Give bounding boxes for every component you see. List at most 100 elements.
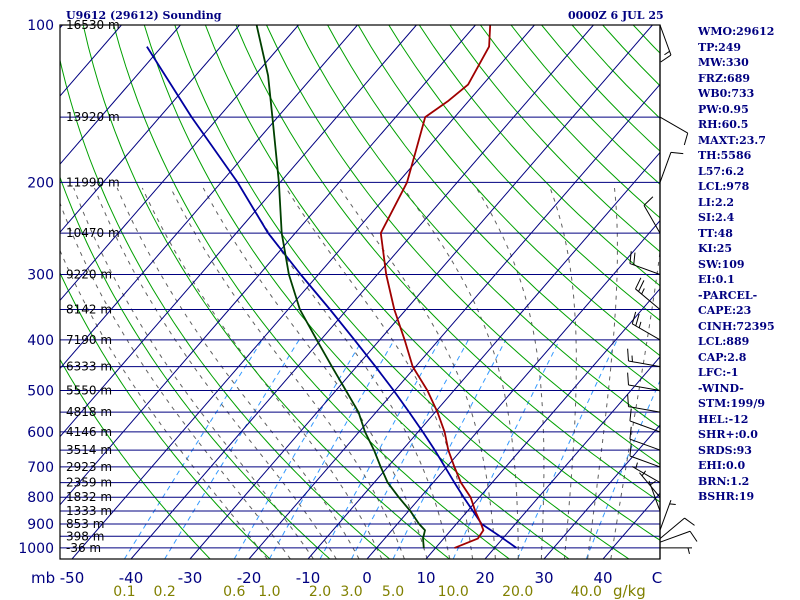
mixing-ratio-line — [452, 339, 561, 559]
dry-adiabat — [418, 25, 660, 287]
isotherm-line — [71, 25, 535, 559]
barb-shaft — [659, 24, 672, 56]
barb-full — [643, 196, 654, 206]
barb-half — [650, 480, 656, 486]
temperature-tick-label: -40 — [119, 569, 144, 587]
temperature-tick-label: 0 — [362, 569, 372, 587]
mixing-ratio-tick-label: 10.0 — [438, 584, 469, 600]
index-entry: LCL:978 — [698, 180, 750, 193]
barb-half — [641, 288, 645, 295]
height-label: -36 m — [66, 541, 101, 555]
mixing-ratio-tick-label: 1.0 — [258, 584, 280, 600]
chart-background — [60, 25, 660, 559]
height-label: 4146 m — [66, 425, 112, 439]
dry-adiabat — [143, 25, 570, 559]
index-entry: SRDS:93 — [698, 443, 752, 457]
wind-barb — [631, 311, 661, 341]
index-entry: EI:0.1 — [698, 273, 735, 286]
isobars — [60, 25, 660, 549]
barb-shaft — [628, 360, 661, 368]
mixing-ratio-tick-label: 20.0 — [502, 584, 533, 600]
dry-adiabat — [60, 271, 271, 559]
mixing-ratio-line — [123, 339, 263, 559]
barb-shaft — [632, 323, 661, 341]
dry-adiabat — [357, 25, 660, 357]
temperature-tick-label: 30 — [534, 569, 553, 587]
isotherm-line — [543, 424, 660, 559]
moist-adiabat — [202, 187, 428, 559]
pressure-tick-label: 600 — [27, 425, 54, 441]
plot-area — [60, 25, 660, 559]
mixing-ratio-tick-label: 0.1 — [113, 584, 135, 600]
wind-barb — [629, 426, 661, 451]
barb-full — [629, 251, 632, 264]
dry-adiabat — [113, 25, 510, 559]
wind-barb — [629, 443, 661, 468]
index-entry: HEL:-12 — [698, 412, 749, 426]
index-entry: LCL:889 — [698, 335, 750, 348]
wind-barbs — [627, 24, 698, 555]
pressure-tick-label: 900 — [27, 517, 54, 533]
wind-barb — [660, 547, 692, 555]
barb-half — [664, 50, 670, 56]
index-entry: WMO:29612 — [698, 25, 775, 38]
index-entry: PW:0.95 — [698, 102, 749, 116]
mixing-ratio-line — [392, 339, 507, 559]
barb-full — [684, 517, 695, 526]
mixing-ratio-line — [351, 339, 469, 559]
wind-barb — [632, 462, 661, 484]
barb-full — [629, 426, 632, 440]
moist-adiabat — [587, 187, 618, 559]
barb-half — [638, 321, 642, 328]
dewpoint-line — [255, 25, 426, 548]
index-entry: BSHR:19 — [698, 490, 755, 503]
wind-barb — [659, 530, 698, 543]
barb-shaft — [659, 152, 672, 183]
height-label: 398 m — [66, 529, 104, 543]
height-label: 4818 m — [66, 405, 112, 419]
mixing-ratio-line — [164, 339, 300, 559]
isotherm-line — [366, 219, 660, 559]
barb-full — [633, 252, 636, 265]
isotherm-line — [60, 25, 63, 29]
mixing-ratio-line — [268, 339, 395, 559]
height-label: 6333 m — [66, 360, 112, 374]
barb-full — [689, 530, 698, 542]
temperature-tick-label: 10 — [416, 569, 435, 587]
moist-adiabat — [94, 187, 337, 559]
wind-barb — [659, 116, 689, 146]
index-entry: SI:2.4 — [698, 211, 735, 224]
dry-adiabat — [235, 25, 660, 503]
moist-adiabat — [339, 187, 496, 559]
barb-full — [627, 348, 629, 362]
mixing-ratio-tick-label: 2.0 — [309, 584, 331, 600]
height-label: 1333 m — [66, 504, 112, 518]
isotherm-line — [130, 25, 594, 559]
pressure-tick-label: 300 — [27, 267, 54, 283]
dry-adiabat — [82, 25, 450, 559]
index-entry: TP:249 — [698, 40, 742, 54]
temperature-line — [379, 25, 492, 549]
index-entry: KI:25 — [698, 242, 733, 255]
barb-full — [631, 311, 637, 324]
temperature-tick-label: -30 — [178, 569, 203, 587]
temperature-tick-label: -50 — [60, 569, 85, 587]
barb-full — [638, 280, 645, 292]
dry-adiabat — [327, 25, 660, 392]
barb-full — [660, 54, 672, 63]
station-title: U9612 (29612) Sounding — [66, 9, 222, 22]
barb-shaft — [629, 438, 661, 451]
wind-barb — [629, 251, 661, 275]
height-label: 2923 m — [66, 460, 112, 474]
pressure-tick-label: 200 — [27, 175, 54, 191]
index-entry: CAP:2.8 — [698, 350, 747, 364]
moist-adiabat — [610, 248, 660, 559]
wind-barb — [627, 372, 661, 391]
barb-shaft — [632, 466, 661, 484]
temperature-tick-label: 40 — [593, 569, 612, 587]
index-entry: CINH:72395 — [698, 319, 775, 333]
index-entry: WB0:733 — [698, 87, 755, 100]
barb-half — [669, 503, 676, 506]
mixing-ratio-tick-label: 40.0 — [571, 584, 602, 600]
barb-full — [670, 151, 684, 155]
